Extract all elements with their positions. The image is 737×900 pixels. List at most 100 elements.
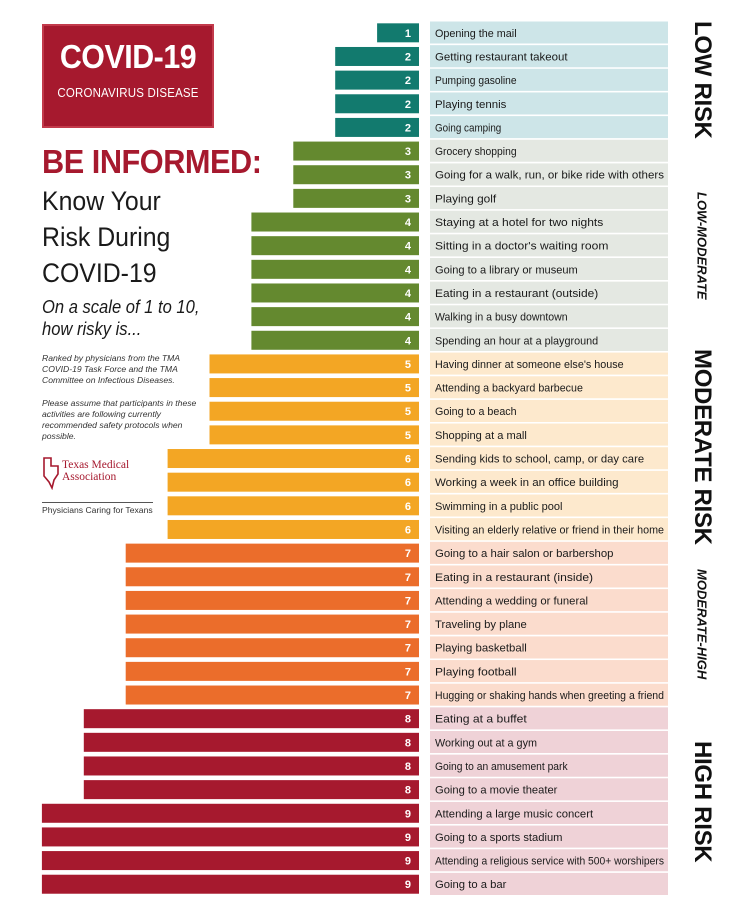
risk-score-label: 3 — [405, 193, 411, 205]
risk-bar — [125, 614, 419, 634]
risk-bar — [209, 378, 419, 398]
activity-label: Spending an hour at a playground — [435, 335, 598, 347]
activity-row-background — [430, 636, 668, 660]
activity-row-background — [430, 849, 668, 872]
risk-bar — [293, 165, 419, 185]
risk-score-label: 6 — [405, 501, 411, 513]
activity-row-background — [430, 754, 668, 778]
activity-label: Attending a backyard barbecue — [435, 383, 583, 395]
activity-label: Playing basketball — [435, 643, 527, 655]
activity-label: Going to a movie theater — [435, 785, 558, 797]
risk-bar — [41, 874, 420, 894]
activity-label: Going to a library or museum — [435, 264, 578, 276]
activity-row: 8 Going to a movie theater — [83, 778, 668, 802]
risk-bar — [335, 94, 419, 114]
risk-score-label: 7 — [405, 548, 411, 560]
risk-bar — [251, 212, 419, 232]
activity-row: 7 Traveling by plane — [125, 612, 668, 637]
risk-score-label: 9 — [405, 832, 411, 844]
risk-bar — [167, 496, 419, 516]
covid-logo-box: COVID-19 CORONAVIRUS DISEASE — [42, 24, 214, 128]
logo-title: COVID-19 — [59, 38, 197, 75]
risk-band-label: LOW-MODERATE — [672, 139, 732, 352]
risk-bar — [209, 354, 419, 374]
activity-row: 6 Swimming in a public pool — [167, 494, 668, 518]
activity-row-background — [430, 801, 668, 825]
activity-label: Going to an amusement park — [435, 761, 568, 773]
activity-row-background — [430, 116, 668, 139]
activity-row: 9 Attending a large music concert — [41, 801, 668, 826]
activity-row-background — [430, 45, 668, 68]
activity-row-background — [430, 234, 668, 257]
activity-row: 7 Hugging or shaking hands when greeting … — [125, 683, 668, 707]
risk-score-label: 3 — [405, 146, 411, 158]
tma-name-line-1: Texas Medical — [62, 459, 130, 471]
activity-row: 6 Sending kids to school, camp, or day ca… — [167, 447, 668, 471]
activity-row-background — [430, 565, 668, 589]
activity-row: 8 Going to an amusement park — [83, 754, 668, 778]
activity-row: 1 Opening the mail — [377, 21, 668, 45]
activity-row: 4 Walking in a busy downtown — [251, 305, 668, 329]
tma-logo: Texas Medical Association Physicians Car… — [42, 456, 153, 516]
activity-row-background — [430, 376, 668, 399]
risk-band-label-text: LOW RISK — [689, 21, 716, 139]
activity-row: 8 Working out at a gym — [83, 731, 668, 755]
activity-label: Going camping — [435, 122, 501, 134]
activity-row-background — [430, 163, 668, 187]
activity-row-background — [430, 21, 668, 45]
activity-row-background — [430, 825, 668, 849]
risk-score-label: 2 — [405, 99, 411, 111]
activity-label: Going to a hair salon or barbershop — [435, 548, 614, 560]
risk-bar — [377, 23, 419, 43]
activity-label: Playing tennis — [435, 99, 506, 111]
activity-label: Going to a beach — [435, 406, 517, 418]
subheadline-line-3: COVID-19 — [42, 258, 157, 288]
activity-row: 6 Working a week in an office building — [167, 470, 668, 495]
activity-label: Going to a sports stadium — [435, 832, 563, 844]
risk-score-label: 6 — [405, 477, 411, 489]
risk-score-label: 9 — [405, 808, 411, 820]
activity-row-background — [430, 589, 668, 612]
risk-score-label: 2 — [405, 75, 411, 87]
risk-bar — [293, 141, 419, 161]
risk-score-label: 9 — [405, 856, 411, 868]
risk-bar — [251, 307, 419, 327]
activity-row: 7 Playing football — [125, 660, 668, 684]
activity-row: 5 Attending a backyard barbecue — [209, 376, 668, 400]
activity-row-background — [430, 612, 668, 636]
activity-row-background — [430, 778, 668, 801]
activity-row-background — [430, 707, 668, 730]
risk-score-label: 4 — [405, 217, 412, 229]
activity-label: Traveling by plane — [435, 619, 527, 631]
tma-tagline: Physicians Caring for Texans — [42, 502, 153, 515]
activity-row: 6 Visiting an elderly relative or friend … — [167, 518, 668, 542]
risk-score-label: 5 — [405, 359, 411, 371]
activity-row: 4 Staying at a hotel for two nights — [251, 210, 668, 234]
activity-row: 5 Having dinner at someone else's house — [209, 352, 668, 376]
risk-bar — [167, 472, 419, 492]
risk-band-label-text: LOW-MODERATE — [694, 191, 710, 300]
activity-row: 7 Eating in a restaurant (inside) — [125, 565, 668, 589]
risk-score-label: 4 — [405, 288, 412, 300]
risk-score-label: 2 — [405, 51, 411, 63]
activity-row-background — [430, 68, 668, 92]
scale-question-line-1: On a scale of 1 to 10, — [42, 297, 200, 317]
activity-row-background — [430, 187, 668, 210]
risk-bar — [125, 685, 419, 705]
risk-band-label: HIGH RISK — [672, 707, 732, 896]
risk-band-label: MODERATE-HIGH — [672, 541, 732, 707]
activity-label: Going to a bar — [435, 879, 507, 891]
activity-label: Eating in a restaurant (inside) — [435, 572, 593, 584]
activity-row-background — [430, 139, 668, 163]
risk-score-label: 5 — [405, 430, 411, 442]
tma-name-line-2: Association — [62, 471, 117, 483]
risk-score-label: 9 — [405, 879, 411, 891]
risk-band-label: LOW RISK — [672, 21, 732, 139]
activity-label: Pumping gasoline — [435, 75, 517, 87]
activity-label: Going for a walk, run, or bike ride with… — [435, 170, 664, 182]
activity-row: 3 Going for a walk, run, or bike ride wit… — [293, 163, 668, 187]
activity-row: 2 Pumping gasoline — [335, 68, 668, 93]
risk-score-label: 4 — [405, 312, 412, 324]
risk-bar — [167, 519, 419, 539]
activity-row-background — [430, 258, 668, 281]
